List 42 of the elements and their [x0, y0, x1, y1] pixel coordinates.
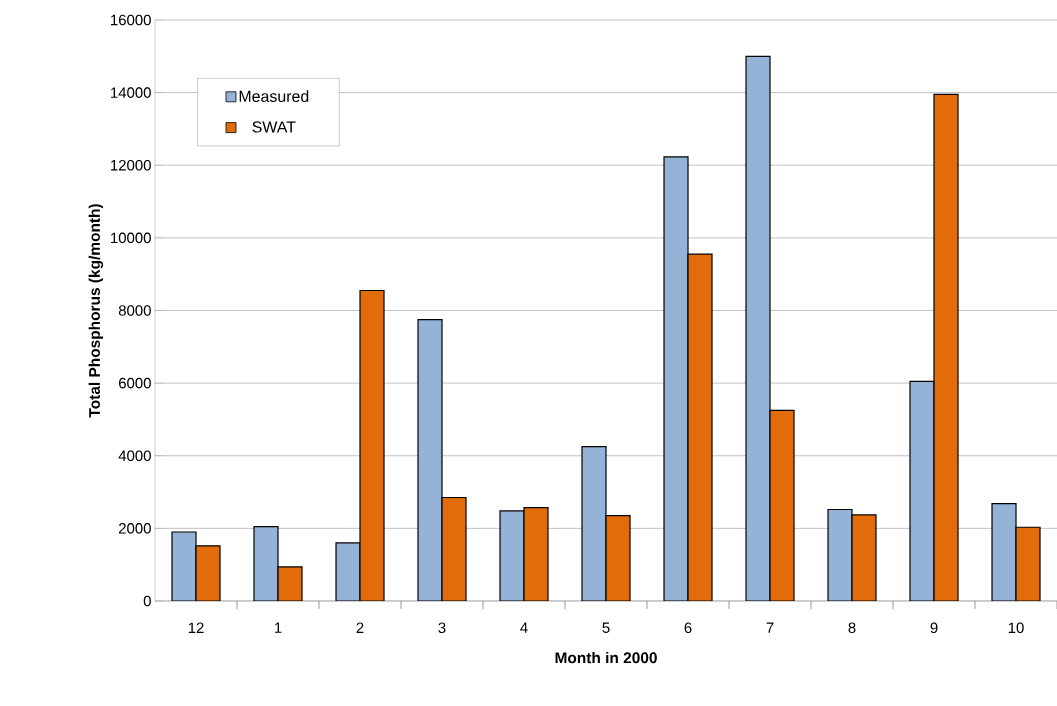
y-tick-label: 0	[143, 595, 151, 607]
bar	[1015, 526, 1041, 601]
bar	[991, 503, 1017, 601]
bar	[581, 446, 607, 601]
y-tick-label: 14000	[111, 87, 151, 98]
x-tick-label: 3	[438, 622, 446, 634]
x-tick-label: 6	[684, 622, 692, 634]
x-tick-label: 12	[188, 622, 204, 633]
y-tick-label: 10000	[111, 232, 151, 244]
bar	[933, 93, 959, 601]
y-axis-title: Total Phosphorus (kg/month)	[88, 204, 104, 418]
legend-label: Measured	[239, 90, 309, 102]
bar	[605, 515, 631, 601]
x-tick-label: 8	[848, 622, 856, 634]
bar	[195, 545, 221, 601]
bar	[359, 289, 385, 601]
bar	[909, 380, 935, 601]
y-tick-label: 8000	[118, 305, 151, 316]
y-tick-label: 4000	[118, 450, 151, 462]
legend-label: SWAT	[252, 121, 296, 133]
bar	[769, 409, 795, 601]
bar	[745, 55, 771, 601]
x-tick-label: 1	[274, 622, 282, 633]
x-tick-label: 5	[602, 622, 610, 633]
bar	[499, 510, 525, 601]
bar	[687, 253, 713, 601]
bar	[253, 525, 279, 601]
bar	[441, 496, 467, 601]
y-tick-label: 12000	[111, 159, 151, 171]
bar	[663, 156, 689, 601]
x-tick-label: 2	[356, 622, 364, 633]
bar	[417, 318, 443, 601]
bar	[827, 508, 853, 601]
x-tick-label: 4	[520, 622, 528, 633]
y-tick-label: 6000	[119, 377, 151, 389]
x-axis-title: Month in 2000	[555, 651, 657, 664]
x-tick-label: 7	[766, 622, 774, 633]
x-tick-label: 9	[930, 622, 938, 634]
y-tick-label: 16000	[111, 14, 151, 26]
x-tick-label: 10	[1008, 622, 1024, 634]
bar	[523, 507, 549, 601]
y-tick-label: 2000	[118, 523, 151, 534]
